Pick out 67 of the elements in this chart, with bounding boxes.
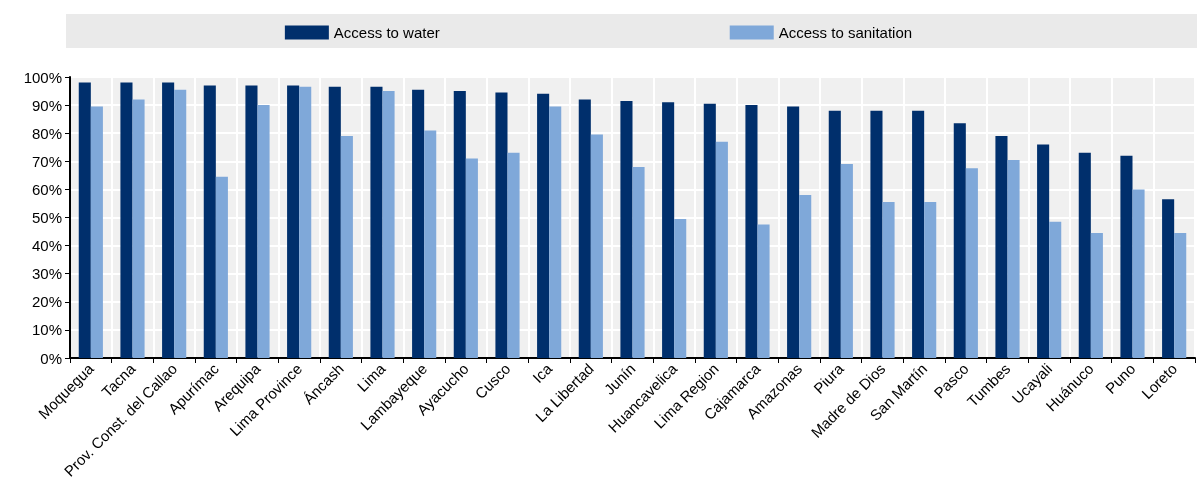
bar xyxy=(1120,155,1133,358)
bar xyxy=(132,99,145,358)
bar xyxy=(1132,189,1145,358)
bar xyxy=(1007,159,1020,358)
bar xyxy=(870,110,883,358)
y-tick-label: 0% xyxy=(40,349,62,367)
bar xyxy=(912,110,925,358)
bar xyxy=(620,100,633,358)
bar xyxy=(340,136,353,358)
bar xyxy=(537,93,550,358)
bar xyxy=(507,152,520,358)
y-tick-label: 70% xyxy=(31,152,62,170)
bar xyxy=(78,82,91,358)
bar xyxy=(257,105,270,358)
bar xyxy=(745,105,758,358)
y-tick-label: 90% xyxy=(31,96,62,114)
bar xyxy=(965,168,978,358)
bar xyxy=(453,91,466,358)
bar xyxy=(1078,152,1091,358)
bar xyxy=(1037,144,1050,358)
y-tick-label: 40% xyxy=(31,237,62,255)
bar xyxy=(1174,232,1187,358)
bar xyxy=(578,99,591,358)
y-tick-label: 30% xyxy=(31,265,62,283)
legend-label: Access to water xyxy=(333,24,440,41)
bar xyxy=(674,218,687,358)
bar xyxy=(703,103,716,358)
bar xyxy=(995,136,1008,358)
bar xyxy=(953,123,966,358)
bar xyxy=(1049,221,1062,358)
bar xyxy=(787,106,800,358)
bar xyxy=(90,106,103,358)
bar xyxy=(120,82,133,358)
bar xyxy=(662,102,675,358)
bar xyxy=(924,202,937,358)
bar xyxy=(632,166,645,358)
bar xyxy=(287,85,300,358)
bar xyxy=(174,89,187,358)
bar xyxy=(715,141,728,358)
bar xyxy=(757,224,770,358)
bar xyxy=(828,110,841,358)
bar xyxy=(162,82,175,358)
bar xyxy=(590,134,603,358)
bar xyxy=(245,85,258,358)
bar xyxy=(215,176,228,358)
y-tick-label: 80% xyxy=(31,124,62,142)
bar xyxy=(495,92,508,358)
y-tick-label: 60% xyxy=(31,180,62,198)
bar xyxy=(1090,232,1103,358)
y-tick-label: 50% xyxy=(31,209,62,226)
bar xyxy=(840,164,853,358)
bar xyxy=(882,202,895,358)
y-tick-label: 10% xyxy=(31,321,62,339)
y-tick-label: 20% xyxy=(31,293,62,311)
bar xyxy=(412,89,425,358)
bar xyxy=(799,195,812,358)
bar xyxy=(203,85,216,358)
y-tick-label: 100% xyxy=(23,68,62,86)
bar xyxy=(465,158,478,358)
bar xyxy=(1162,199,1175,358)
bar xyxy=(382,91,395,358)
bar xyxy=(424,130,437,358)
bar xyxy=(299,86,312,358)
legend-label: Access to sanitation xyxy=(778,24,913,41)
bar xyxy=(328,86,341,358)
bar xyxy=(549,106,562,358)
bar xyxy=(370,86,383,358)
